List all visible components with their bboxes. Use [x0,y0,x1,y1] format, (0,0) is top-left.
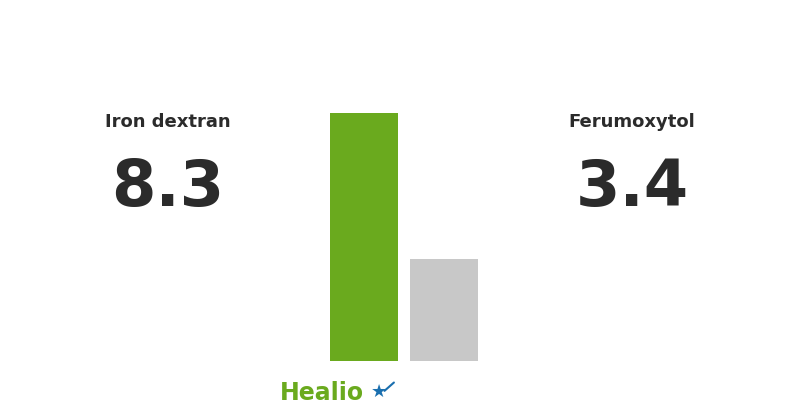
Text: Ferumoxytol: Ferumoxytol [569,113,695,131]
Text: 3.4: 3.4 [575,157,689,218]
Bar [410,260,478,361]
Text: Adjusted ORs for anaphylaxis vs. iron sucrose: Adjusted ORs for anaphylaxis vs. iron su… [122,18,678,38]
Text: Healio: Healio [280,381,364,405]
Bar [330,113,398,361]
Text: 8.3: 8.3 [111,157,225,218]
Text: Iron dextran: Iron dextran [105,113,231,131]
Text: ★: ★ [370,383,386,401]
